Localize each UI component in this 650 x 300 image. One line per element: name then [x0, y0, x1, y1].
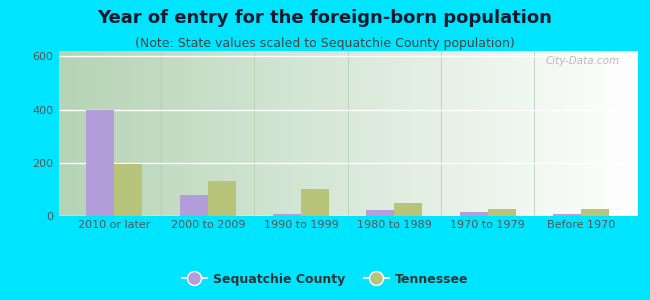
- Bar: [581, 208, 609, 216]
- Bar: [553, 214, 581, 216]
- Bar: [301, 189, 329, 216]
- Legend: Sequatchie County, Tennessee: Sequatchie County, Tennessee: [177, 268, 473, 291]
- Text: (Note: State values scaled to Sequatchie County population): (Note: State values scaled to Sequatchie…: [135, 38, 515, 50]
- Bar: [208, 182, 236, 216]
- Text: City-Data.com: City-Data.com: [545, 56, 619, 66]
- Bar: [460, 212, 488, 216]
- Text: Year of entry for the foreign-born population: Year of entry for the foreign-born popul…: [98, 9, 552, 27]
- Bar: [273, 214, 301, 216]
- Bar: [488, 209, 515, 216]
- Bar: [86, 110, 114, 216]
- Bar: [395, 203, 423, 216]
- Bar: [367, 210, 395, 216]
- Bar: [180, 195, 208, 216]
- Bar: [114, 164, 142, 216]
